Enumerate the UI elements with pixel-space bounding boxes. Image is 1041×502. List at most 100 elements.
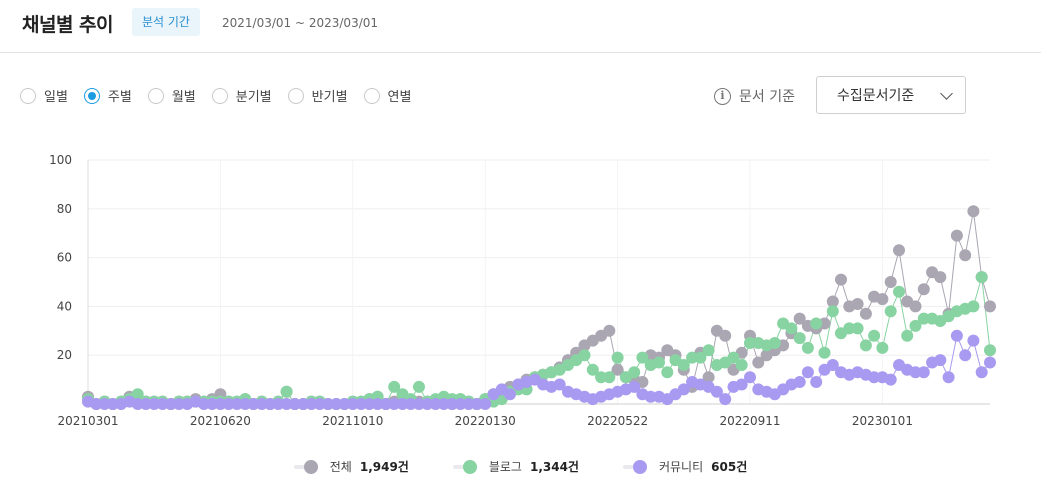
data-point[interactable] xyxy=(917,312,930,325)
data-point[interactable] xyxy=(967,205,980,218)
data-point[interactable] xyxy=(810,376,823,388)
data-point[interactable] xyxy=(280,385,293,398)
data-point[interactable] xyxy=(413,380,425,393)
data-point[interactable] xyxy=(363,398,376,410)
data-point[interactable] xyxy=(785,322,798,335)
data-point[interactable] xyxy=(429,398,442,410)
data-point[interactable] xyxy=(868,371,881,384)
data-point[interactable] xyxy=(893,244,905,257)
data-point[interactable] xyxy=(131,388,144,401)
data-point[interactable] xyxy=(801,341,814,354)
data-point[interactable] xyxy=(156,398,169,410)
data-point[interactable] xyxy=(826,359,839,371)
data-point[interactable] xyxy=(255,398,268,410)
data-point[interactable] xyxy=(388,380,401,393)
data-point[interactable] xyxy=(247,398,260,410)
data-point[interactable] xyxy=(164,398,177,410)
data-point[interactable] xyxy=(984,300,996,313)
data-point[interactable] xyxy=(975,271,988,284)
data-point[interactable] xyxy=(396,398,409,410)
data-point[interactable] xyxy=(603,371,616,384)
data-point[interactable] xyxy=(322,398,334,410)
data-point[interactable] xyxy=(826,295,839,308)
data-point[interactable] xyxy=(768,337,781,349)
data-point[interactable] xyxy=(206,398,219,410)
data-point[interactable] xyxy=(644,390,657,403)
data-point[interactable] xyxy=(388,398,401,410)
data-point[interactable] xyxy=(984,356,996,369)
data-point[interactable] xyxy=(586,363,599,376)
data-point[interactable] xyxy=(826,305,839,318)
data-point[interactable] xyxy=(917,366,930,379)
radio-button[interactable] xyxy=(287,87,304,104)
data-point[interactable] xyxy=(653,356,665,369)
data-point[interactable] xyxy=(264,398,277,410)
data-point[interactable] xyxy=(222,398,235,410)
data-point[interactable] xyxy=(148,398,161,410)
data-point[interactable] xyxy=(859,339,872,352)
data-point[interactable] xyxy=(801,366,814,379)
data-point[interactable] xyxy=(305,398,318,410)
data-point[interactable] xyxy=(139,398,152,410)
legend-item[interactable]: 전체 1,949건 xyxy=(293,458,409,475)
data-point[interactable] xyxy=(371,398,384,410)
data-point[interactable] xyxy=(909,366,922,379)
data-point[interactable] xyxy=(735,378,748,391)
data-point[interactable] xyxy=(404,398,417,410)
data-point[interactable] xyxy=(553,378,566,391)
period-option[interactable]: 연별 xyxy=(363,86,411,105)
data-point[interactable] xyxy=(421,398,434,410)
data-point[interactable] xyxy=(470,398,483,410)
data-point[interactable] xyxy=(677,359,690,371)
data-point[interactable] xyxy=(884,276,897,288)
data-point[interactable] xyxy=(909,319,922,332)
data-point[interactable] xyxy=(884,373,897,386)
data-point[interactable] xyxy=(413,398,425,410)
data-point[interactable] xyxy=(231,398,243,410)
data-point[interactable] xyxy=(818,317,831,330)
info-icon[interactable]: i xyxy=(714,87,731,105)
data-point[interactable] xyxy=(719,393,732,406)
data-point[interactable] xyxy=(793,376,806,388)
data-point[interactable] xyxy=(959,249,972,262)
period-option[interactable]: 주별 xyxy=(83,86,132,105)
data-point[interactable] xyxy=(893,285,905,298)
legend-item[interactable]: 커뮤니티 605건 xyxy=(622,458,747,475)
period-option[interactable]: 월별 xyxy=(147,86,196,105)
data-point[interactable] xyxy=(239,398,252,410)
data-point[interactable] xyxy=(702,344,715,357)
data-point[interactable] xyxy=(959,349,972,362)
data-point[interactable] xyxy=(950,329,963,342)
legend-item[interactable]: 블로그 1,344건 xyxy=(452,458,579,475)
data-point[interactable] xyxy=(934,354,947,367)
data-point[interactable] xyxy=(280,398,293,410)
data-point[interactable] xyxy=(851,322,864,335)
data-point[interactable] xyxy=(454,398,467,410)
data-point[interactable] xyxy=(752,356,765,369)
period-option[interactable]: 분기별 xyxy=(211,86,272,105)
radio-button[interactable] xyxy=(363,87,380,104)
data-point[interactable] xyxy=(702,371,715,384)
data-point[interactable] xyxy=(611,363,624,376)
data-point[interactable] xyxy=(793,332,806,345)
data-point[interactable] xyxy=(744,337,756,349)
data-point[interactable] xyxy=(379,398,392,410)
radio-button[interactable] xyxy=(83,87,100,104)
data-point[interactable] xyxy=(975,366,988,379)
data-point[interactable] xyxy=(843,322,856,335)
data-point[interactable] xyxy=(355,398,368,410)
data-point[interactable] xyxy=(504,388,516,401)
data-point[interactable] xyxy=(98,398,111,410)
data-point[interactable] xyxy=(313,398,326,410)
data-point[interactable] xyxy=(735,359,748,371)
data-point[interactable] xyxy=(884,305,897,318)
data-point[interactable] xyxy=(851,298,864,310)
data-point[interactable] xyxy=(446,398,459,410)
data-point[interactable] xyxy=(686,351,699,364)
data-point[interactable] xyxy=(835,273,847,286)
data-point[interactable] xyxy=(727,351,740,364)
period-option[interactable]: 반기별 xyxy=(287,86,348,105)
data-point[interactable] xyxy=(909,300,922,313)
radio-button[interactable] xyxy=(20,87,36,104)
data-point[interactable] xyxy=(967,334,980,347)
